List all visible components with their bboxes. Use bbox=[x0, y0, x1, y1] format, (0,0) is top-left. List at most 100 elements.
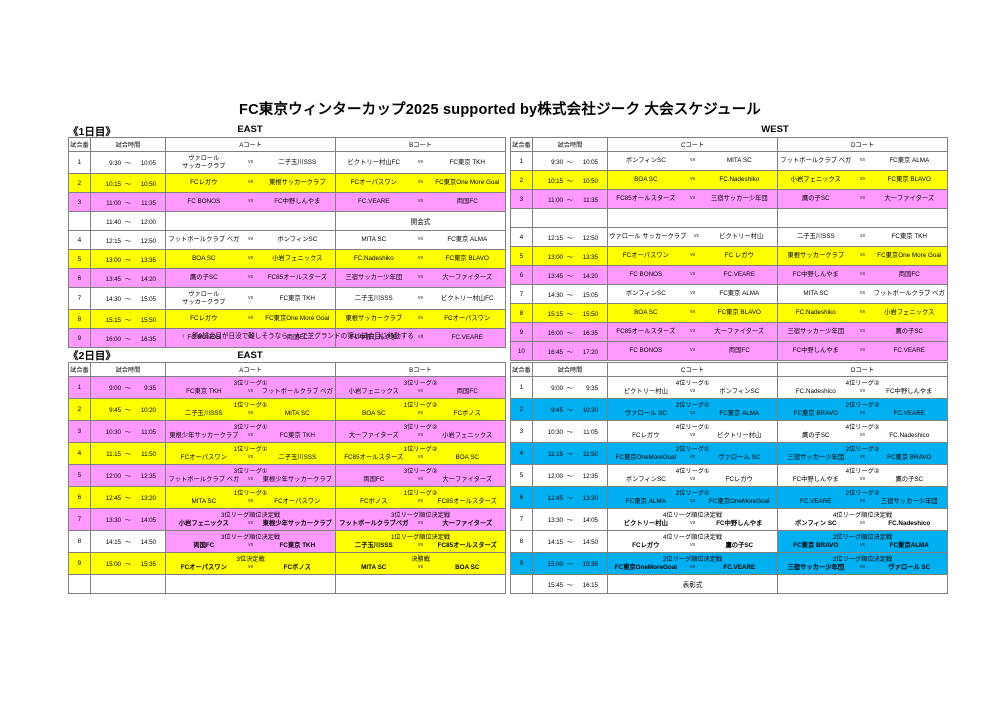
home-team: 小岩フェニックス bbox=[790, 176, 841, 184]
vs-separator: vs bbox=[247, 475, 254, 482]
vs-separator: vs bbox=[247, 519, 254, 526]
time-separator: ～ bbox=[124, 561, 132, 568]
table-row: 6 13:45 ～ 14:20 鷹の子SC vs FC85オールスターズ 三宿サッカー少年団 v… bbox=[68, 268, 506, 288]
match-cell-right: 2位リーグ② FC.VEARE vs 三宿サッカー少年団 bbox=[777, 486, 948, 509]
league-label: 4位リーグ順位決定戦 bbox=[662, 534, 723, 541]
home-team: FCレガウ bbox=[632, 541, 660, 549]
home-team: ビクトリー村山FC bbox=[347, 158, 401, 166]
match-number bbox=[510, 574, 533, 594]
column-header-no: 試合番 bbox=[68, 362, 91, 377]
time-start: 13:45 bbox=[547, 272, 563, 280]
league-label: 2位リーグ① bbox=[675, 490, 710, 497]
match-cell-left: FC85オールスターズ vs 大一ファイターズ bbox=[607, 322, 779, 342]
home-team: BOA SC bbox=[634, 309, 658, 317]
time-separator: ～ bbox=[124, 275, 132, 283]
match-cell-left: FC BONOS vs FC.VEARE bbox=[607, 265, 779, 285]
match-cell-left: FC BONOS vs 両国FC bbox=[607, 341, 779, 361]
vs-separator: vs bbox=[689, 519, 696, 526]
table-row: 3 11:00 ～ 11:35 FC85オールスターズ vs 三宿サッカー少年団 鷹の子SC v… bbox=[510, 189, 948, 209]
home-team: FC BONOS bbox=[187, 334, 221, 342]
league-label: 4位リーグ順位決定戦 bbox=[662, 512, 723, 519]
time-separator: ～ bbox=[566, 234, 574, 242]
match-cell-right: MITA SC vs FC東京 ALMA bbox=[335, 230, 506, 250]
time-end: 13:20 bbox=[582, 495, 598, 502]
time-end: 15:50 bbox=[140, 316, 156, 324]
match-cell-right: 2位リーグ順位決定戦 FC東京 BRAVO vs FC東京ALMA bbox=[777, 530, 948, 553]
home-team: ボンフィン SC bbox=[794, 519, 837, 527]
away-team: 両国FC bbox=[898, 271, 920, 279]
column-header-no: 試合番 bbox=[68, 137, 91, 152]
home-team: 小岩フェニックス bbox=[348, 387, 399, 395]
home-team: 鷹の子SC bbox=[801, 431, 830, 439]
match-cell-right: 4位リーグ② FC.Nadeshico vs FC中野しんやま bbox=[777, 376, 948, 399]
vs-separator: vs bbox=[689, 541, 696, 548]
time-start: 14:15 bbox=[547, 539, 563, 546]
table-row: 7 14:30 ～ 15:05 ヴァロール サッカークラブ vs FC東京 TKH 二子玉川SS… bbox=[68, 287, 506, 310]
match-cell-left: 表彰式 bbox=[607, 574, 779, 594]
match-cell-left: FC BONOS vs FC中野しんやま bbox=[165, 192, 337, 212]
vs-separator: vs bbox=[859, 328, 866, 334]
time-start: 12:15 bbox=[547, 234, 563, 242]
away-team: FC85オールスターズ bbox=[437, 541, 497, 549]
vs-separator: vs bbox=[417, 453, 424, 460]
time-start: 15:45 bbox=[547, 581, 563, 589]
away-team: FC.Nadeshico bbox=[889, 431, 930, 439]
match-cell-right: 4位リーグ② 鷹の子SC vs FC.Nadeshico bbox=[777, 420, 948, 443]
vs-separator: vs bbox=[689, 563, 696, 570]
table-row: 3 11:00 ～ 11:35 FC BONOS vs FC中野しんやま FC.VEARE vs… bbox=[68, 192, 506, 212]
time-start: 9:45 bbox=[109, 407, 121, 414]
match-number: 4 bbox=[68, 230, 91, 250]
match-time: 15:15 ～ 15:50 bbox=[89, 309, 167, 329]
away-team: 東根少年サッカークラブ bbox=[262, 475, 332, 483]
day1-label: 《1日目》 bbox=[68, 126, 116, 138]
away-team: 鷹の子SC bbox=[895, 328, 924, 336]
match-cell-right: 東根サッカークラブ vs FC東京One More Goal bbox=[777, 246, 948, 266]
time-end: 12:50 bbox=[140, 237, 156, 245]
time-start: 12:00 bbox=[547, 473, 563, 480]
time-start: 13:30 bbox=[547, 517, 563, 524]
match-time: 11:15 ～ 11:50 bbox=[89, 442, 167, 465]
time-start: 11:15 bbox=[106, 451, 121, 458]
league-label: 4位リーグ① bbox=[675, 468, 710, 475]
match-time: 11:40 ～ 12:00 bbox=[89, 211, 167, 231]
vs-separator: vs bbox=[859, 290, 866, 296]
match-cell-left: 3位リーグ① 東根少年サッカークラブ vs FC東京 TKH bbox=[165, 420, 337, 443]
away-team: ビクトリー村山 bbox=[719, 233, 764, 241]
table-row: 5 12:00 ～ 12:35 4位リーグ① ボンフィンSC vs FCレガウ 4位リーグ② FC… bbox=[510, 464, 948, 487]
vs-separator: vs bbox=[247, 497, 254, 504]
away-team: 小岩フェニックス bbox=[442, 431, 493, 439]
match-cell-right: 4位リーグ順位決定戦 ボンフィン SC vs FC.Nadeshico bbox=[777, 508, 948, 531]
match-number: 2 bbox=[510, 170, 533, 190]
match-cell-left: 3位決定戦 FCオーパスワン vs FCボノス bbox=[165, 552, 337, 575]
match-number: 6 bbox=[510, 265, 533, 285]
time-end: 13:20 bbox=[140, 495, 156, 502]
time-start: 9:30 bbox=[109, 160, 121, 167]
column-header-court-b: Bコート bbox=[335, 137, 506, 152]
away-team: FC東京One More Goal bbox=[265, 315, 330, 323]
vs-separator: vs bbox=[247, 294, 254, 301]
match-number: 8 bbox=[68, 530, 91, 553]
match-cell-left: ボンフィンSC vs FC東京 ALMA bbox=[607, 284, 779, 304]
table-row: 8 14:15 ～ 14:50 3位リーグ順位決定戦 両国FC vs FC東京 TKH 1位リー… bbox=[68, 530, 506, 553]
time-end: 11:50 bbox=[583, 451, 598, 458]
match-time: 9:45 ～ 10:20 bbox=[531, 398, 609, 421]
vs-separator: vs bbox=[859, 497, 866, 504]
time-end: 14:50 bbox=[582, 539, 598, 546]
away-team: FC東京One More Goal bbox=[435, 179, 500, 187]
league-label: 3位リーグ順位決定戦 bbox=[220, 512, 281, 519]
match-cell-right: ビクトリー村山FC vs FC東京 TKH bbox=[335, 151, 506, 174]
match-time: 15:00 ～ 15:35 bbox=[531, 552, 609, 575]
table-row: 7 13:30 ～ 14:05 4位リーグ順位決定戦 ビクトリー村山 vs FC中野しんやま 4… bbox=[510, 508, 948, 531]
match-time: 13:30 ～ 14:05 bbox=[89, 508, 167, 531]
time-start: 16:45 bbox=[547, 348, 563, 356]
vs-separator: vs bbox=[859, 252, 866, 258]
away-team: 東根少年サッカークラブ bbox=[262, 519, 332, 527]
home-team: 東根サッカークラブ bbox=[787, 252, 845, 260]
time-start: 11:00 bbox=[548, 196, 563, 204]
away-team: FC東京ALMA bbox=[889, 541, 929, 549]
home-team: FCボノス bbox=[360, 497, 388, 505]
match-number: 10 bbox=[510, 341, 533, 361]
match-number: 5 bbox=[510, 246, 533, 266]
match-number: 6 bbox=[68, 486, 91, 509]
away-team: 大一ファイターズ bbox=[442, 274, 493, 282]
